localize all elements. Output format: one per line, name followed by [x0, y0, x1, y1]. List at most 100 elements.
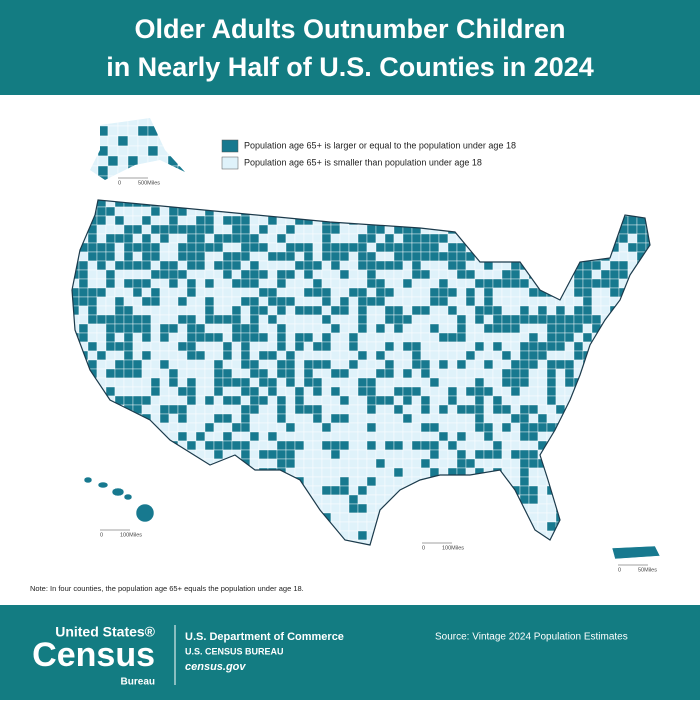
county [186, 278, 197, 289]
county [600, 386, 611, 397]
county [447, 242, 458, 253]
county [591, 512, 602, 523]
county [303, 350, 314, 361]
county [366, 377, 377, 388]
scale-label: 0 [100, 532, 103, 538]
county [582, 233, 593, 244]
county [609, 269, 620, 280]
county [132, 242, 143, 253]
county [123, 395, 134, 406]
county [537, 512, 548, 523]
county [339, 440, 350, 451]
county [474, 314, 485, 325]
county [537, 323, 548, 334]
county [222, 458, 233, 469]
county [655, 486, 664, 495]
county [555, 251, 566, 262]
county [348, 260, 359, 271]
county [555, 530, 566, 541]
county [438, 341, 449, 352]
county [321, 422, 332, 433]
county [78, 215, 89, 226]
county [177, 413, 188, 424]
county [276, 413, 287, 424]
county [420, 278, 431, 289]
county [97, 145, 109, 157]
county [600, 413, 611, 424]
county [321, 359, 332, 370]
county [204, 521, 215, 532]
county [492, 296, 503, 307]
county [429, 503, 440, 514]
county [213, 539, 224, 545]
county [294, 395, 305, 406]
county [285, 440, 296, 451]
county [384, 449, 395, 460]
county [618, 386, 629, 397]
county [240, 368, 251, 379]
county [87, 539, 98, 545]
county [555, 449, 566, 460]
county [564, 323, 575, 334]
county [474, 215, 485, 226]
county [195, 467, 206, 478]
county [438, 386, 449, 397]
county [330, 413, 341, 424]
county [339, 539, 350, 545]
county [141, 269, 152, 280]
county [267, 341, 278, 352]
county [655, 468, 664, 477]
county [312, 269, 323, 280]
county [213, 368, 224, 379]
source: Source: Vintage 2024 Population Estimate… [435, 632, 628, 643]
county [177, 314, 188, 325]
county [609, 512, 620, 523]
county [186, 314, 197, 325]
county [258, 368, 269, 379]
county [546, 512, 557, 523]
county [465, 440, 476, 451]
county [267, 368, 278, 379]
county [303, 314, 314, 325]
county [303, 206, 314, 217]
county [492, 422, 503, 433]
county [339, 314, 350, 325]
county [105, 287, 116, 298]
county [375, 521, 386, 532]
county [375, 377, 386, 388]
county [474, 521, 485, 532]
county [537, 485, 548, 496]
county [384, 323, 395, 334]
county [429, 206, 440, 217]
county [276, 200, 287, 208]
county [411, 332, 422, 343]
county [510, 530, 521, 541]
county [492, 368, 503, 379]
county [655, 207, 664, 216]
county [303, 251, 314, 262]
county [72, 485, 80, 496]
county [384, 314, 395, 325]
county [249, 422, 260, 433]
county [420, 287, 431, 298]
county [348, 467, 359, 478]
county [375, 485, 386, 496]
county [141, 485, 152, 496]
county [600, 200, 611, 208]
county [429, 395, 440, 406]
county [519, 323, 530, 334]
county [627, 431, 638, 442]
county [87, 530, 98, 541]
county [366, 485, 377, 496]
county [456, 431, 467, 442]
county [267, 512, 278, 523]
county [127, 155, 139, 167]
county [303, 422, 314, 433]
county [546, 413, 557, 424]
county [474, 287, 485, 298]
county [123, 341, 134, 352]
county [465, 377, 476, 388]
county [474, 431, 485, 442]
county [105, 332, 116, 343]
county [87, 233, 98, 244]
